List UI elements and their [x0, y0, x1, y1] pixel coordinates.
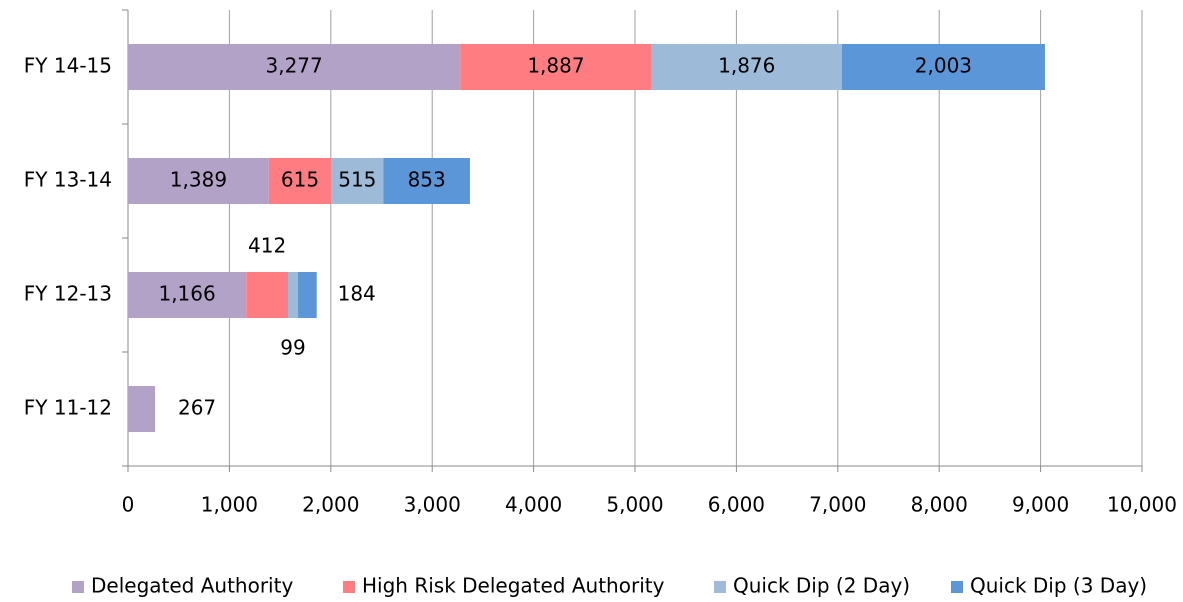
legend-label: High Risk Delegated Authority — [362, 574, 665, 598]
data-label: 1,887 — [527, 54, 584, 78]
x-tick-label: 0 — [122, 493, 135, 517]
data-label: 267 — [178, 396, 216, 420]
legend-label: Quick Dip (3 Day) — [970, 574, 1147, 598]
x-tick-label: 1,000 — [201, 493, 258, 517]
legend-label: Quick Dip (2 Day) — [733, 574, 910, 598]
legend-swatch — [714, 581, 726, 593]
x-tick-label: 5,000 — [606, 493, 663, 517]
x-tick-label: 3,000 — [404, 493, 461, 517]
data-label: 1,389 — [170, 168, 227, 192]
data-label: 853 — [408, 168, 446, 192]
data-label: 1,166 — [158, 282, 215, 306]
bar-segment — [246, 272, 289, 318]
x-tick-label: 10,000 — [1107, 493, 1177, 517]
bar-segment — [268, 158, 332, 204]
y-tick-label: FY 13-14 — [24, 168, 112, 192]
data-label: 2,003 — [915, 54, 972, 78]
data-label: 1,876 — [718, 54, 775, 78]
x-tick-label: 8,000 — [911, 493, 968, 517]
x-tick-label: 9,000 — [1012, 493, 1069, 517]
bar-segment — [841, 44, 1045, 90]
legend-swatch — [72, 581, 84, 593]
bar-segment — [128, 272, 247, 318]
x-tick-label: 6,000 — [708, 493, 765, 517]
x-tick-label: 4,000 — [505, 493, 562, 517]
legend-swatch — [951, 581, 963, 593]
data-label: 3,277 — [266, 54, 323, 78]
bar-segment — [298, 272, 317, 318]
bar-segment — [331, 158, 384, 204]
x-tick-label: 2,000 — [302, 493, 359, 517]
bar-segment — [383, 158, 470, 204]
bar-segment — [128, 44, 461, 90]
y-tick-label: FY 12-13 — [24, 282, 112, 306]
legend-label: Delegated Authority — [91, 574, 293, 598]
data-label: 412 — [248, 234, 286, 258]
y-tick-label: FY 14-15 — [24, 54, 112, 78]
bar-segment — [460, 44, 652, 90]
data-label: 515 — [338, 168, 376, 192]
bar-segment — [128, 158, 269, 204]
bar-segment — [128, 386, 156, 432]
data-label: 184 — [338, 282, 376, 306]
bar-segment — [288, 272, 299, 318]
legend-swatch — [343, 581, 355, 593]
data-label: 99 — [280, 336, 305, 360]
x-tick-label: 7,000 — [809, 493, 866, 517]
data-label: 615 — [281, 168, 319, 192]
y-tick-label: FY 11-12 — [24, 396, 112, 420]
bar-segment — [651, 44, 842, 90]
